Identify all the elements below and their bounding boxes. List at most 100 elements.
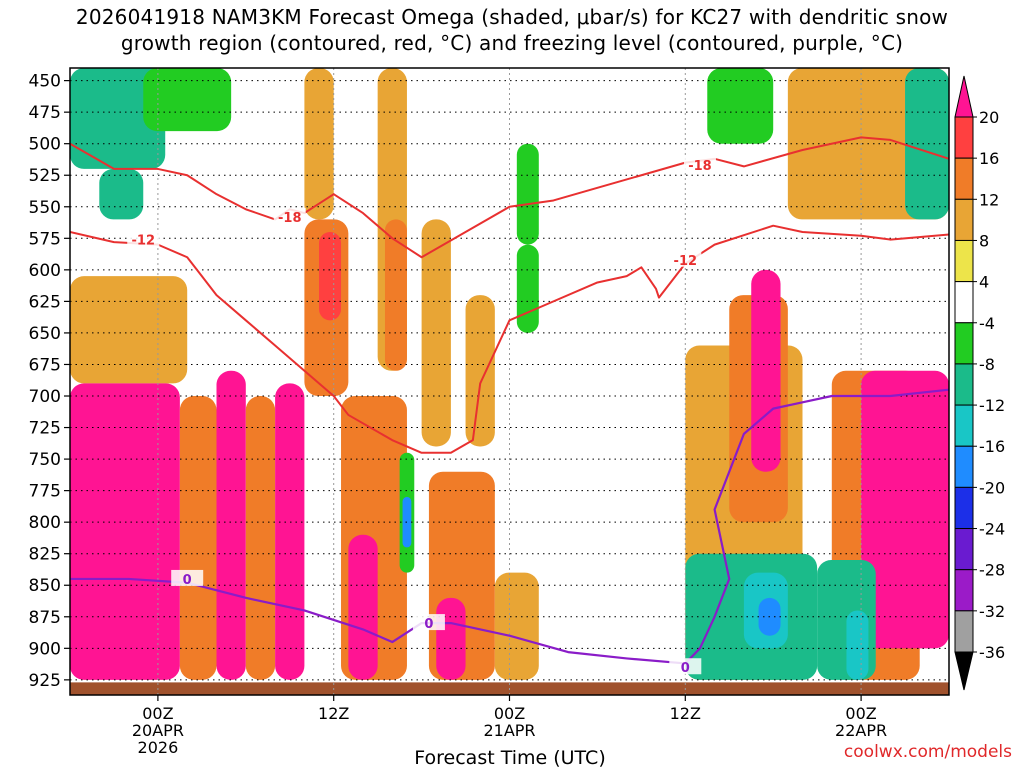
x-tick-label-24-1: 21APR — [483, 721, 535, 740]
x-tick-label-12-0: 12Z — [318, 704, 349, 723]
colorbar-top-arrow — [954, 75, 974, 118]
contour-label-5: 0 — [424, 617, 433, 632]
omega-cell-2 — [143, 68, 232, 132]
omega-cell-5 — [179, 396, 217, 680]
omega-cell-37 — [707, 68, 774, 144]
omega-cell-18 — [421, 219, 451, 447]
colorbar-label-1: 16 — [979, 149, 999, 168]
y-tick-label-675: 675 — [29, 355, 61, 375]
contour-label-4: 0 — [183, 573, 192, 588]
omega-cell-6 — [216, 370, 246, 680]
x-tick-label-0-2: 2026 — [138, 738, 179, 757]
omega-cell-30 — [861, 370, 949, 649]
x-tick-label-0-1: 20APR — [132, 721, 184, 740]
chart-title: 2026041918 NAM3KM Forecast Omega (shaded… — [0, 4, 1024, 56]
omega-cell-13 — [348, 534, 378, 680]
x-tick-label-0-0: 00Z — [142, 704, 173, 723]
contour-label-bg-2 — [683, 156, 716, 173]
colorbar-swatch-4 — [954, 281, 974, 324]
x-tick-label-36-0: 12Z — [670, 704, 701, 723]
contour-label-bg-5 — [412, 614, 445, 631]
colorbar-swatch-8 — [954, 445, 974, 488]
colorbar-label-2: 12 — [979, 190, 999, 209]
colorbar-label-4: 4 — [979, 273, 989, 292]
omega-cell-27 — [751, 269, 781, 472]
contour-label-2: -18 — [688, 159, 712, 174]
colorbar-label-12: -32 — [979, 602, 1005, 621]
contour-label-6: 0 — [681, 661, 690, 676]
omega-cell-35 — [846, 610, 869, 680]
y-tick-label-475: 475 — [29, 103, 61, 123]
colorbar-swatch-6 — [954, 363, 974, 406]
y-tick-label-625: 625 — [29, 292, 61, 312]
omega-cell-22 — [494, 572, 539, 680]
x-tick-label-48-0: 00Z — [845, 704, 876, 723]
omega-cell-23 — [516, 143, 539, 245]
y-tick-label-825: 825 — [29, 545, 61, 565]
y-tick-label-925: 925 — [29, 671, 61, 691]
y-tick-label-500: 500 — [29, 135, 61, 155]
y-tick-label-550: 550 — [29, 198, 61, 218]
y-tick-label-450: 450 — [29, 72, 61, 92]
y-tick-label-700: 700 — [29, 387, 61, 407]
omega-cell-15 — [384, 219, 407, 371]
omega-cell-7 — [245, 396, 276, 680]
colorbar-label-13: -36 — [979, 643, 1005, 662]
omega-cell-20 — [436, 597, 466, 680]
colorbar-swatch-12 — [954, 610, 974, 653]
y-tick-label-525: 525 — [29, 166, 61, 186]
y-tick-label-750: 750 — [29, 450, 61, 470]
contour-label-3: -12 — [674, 254, 698, 269]
x-axis-label: Forecast Time (UTC) — [414, 747, 605, 768]
title-line-1: 2026041918 NAM3KM Forecast Omega (shaded… — [75, 5, 949, 29]
colorbar-bottom-arrow — [954, 651, 974, 691]
credit-text: coolwx.com/models — [843, 742, 1012, 762]
plot-frame — [69, 67, 950, 696]
colorbar-label-11: -28 — [979, 561, 1005, 580]
grid-lines — [70, 68, 949, 695]
colorbar-label-8: -16 — [979, 437, 1005, 456]
colorbar-label-5: -4 — [979, 314, 995, 333]
colorbar-swatch-5 — [954, 322, 974, 365]
colorbar-swatch-9 — [954, 486, 974, 530]
title-line-2: growth region (contoured, red, °C) and f… — [120, 31, 904, 55]
omega-cell-3 — [70, 276, 188, 384]
y-axis-ticks: 450 475 500 525 550 575 600 625 650 675 700 725 750 7… — [29, 72, 70, 691]
y-tick-label-650: 650 — [29, 324, 61, 344]
colorbar: 20 16 12 8 4 -4 -8 -12 -16 -20 -24 -28 -32 -36 — [954, 75, 1005, 691]
y-tick-label-600: 600 — [29, 261, 61, 281]
y-tick-label-850: 850 — [29, 576, 61, 596]
contour-label-bg-1 — [273, 207, 306, 224]
colorbar-swatch-7 — [954, 404, 974, 447]
colorbar-label-6: -8 — [979, 355, 995, 374]
colorbar-label-3: 8 — [979, 231, 989, 250]
colorbar-label-10: -24 — [979, 520, 1005, 539]
omega-cell-4 — [70, 383, 180, 680]
contour-labels: -12 -18 -18 -12 0 0 0 — [127, 156, 716, 676]
omega-cell-36 — [905, 68, 949, 220]
y-tick-label-900: 900 — [29, 639, 61, 659]
colorbar-swatch-10 — [954, 528, 974, 571]
colorbar-swatch-0 — [954, 116, 974, 159]
colorbar-swatch-11 — [954, 569, 974, 612]
contour-label-1: -18 — [278, 211, 302, 226]
y-tick-label-875: 875 — [29, 608, 61, 628]
x-tick-label-24-0: 00Z — [494, 704, 525, 723]
contour-line-2 — [70, 388, 949, 665]
contour-label-bg-0 — [127, 230, 160, 247]
y-tick-label-575: 575 — [29, 229, 61, 249]
y-tick-label-800: 800 — [29, 513, 61, 533]
omega-shading — [70, 68, 949, 680]
colorbar-label-7: -12 — [979, 396, 1005, 415]
colorbar-swatch-2 — [954, 198, 974, 241]
contour-lines — [70, 136, 949, 665]
contour-label-bg-3 — [669, 250, 702, 267]
colorbar-swatch-1 — [954, 157, 974, 200]
y-tick-label-725: 725 — [29, 419, 61, 439]
y-tick-label-775: 775 — [29, 482, 61, 502]
contour-label-bg-6 — [669, 658, 702, 675]
omega-cell-9 — [304, 68, 334, 220]
contour-line-0 — [70, 224, 949, 454]
